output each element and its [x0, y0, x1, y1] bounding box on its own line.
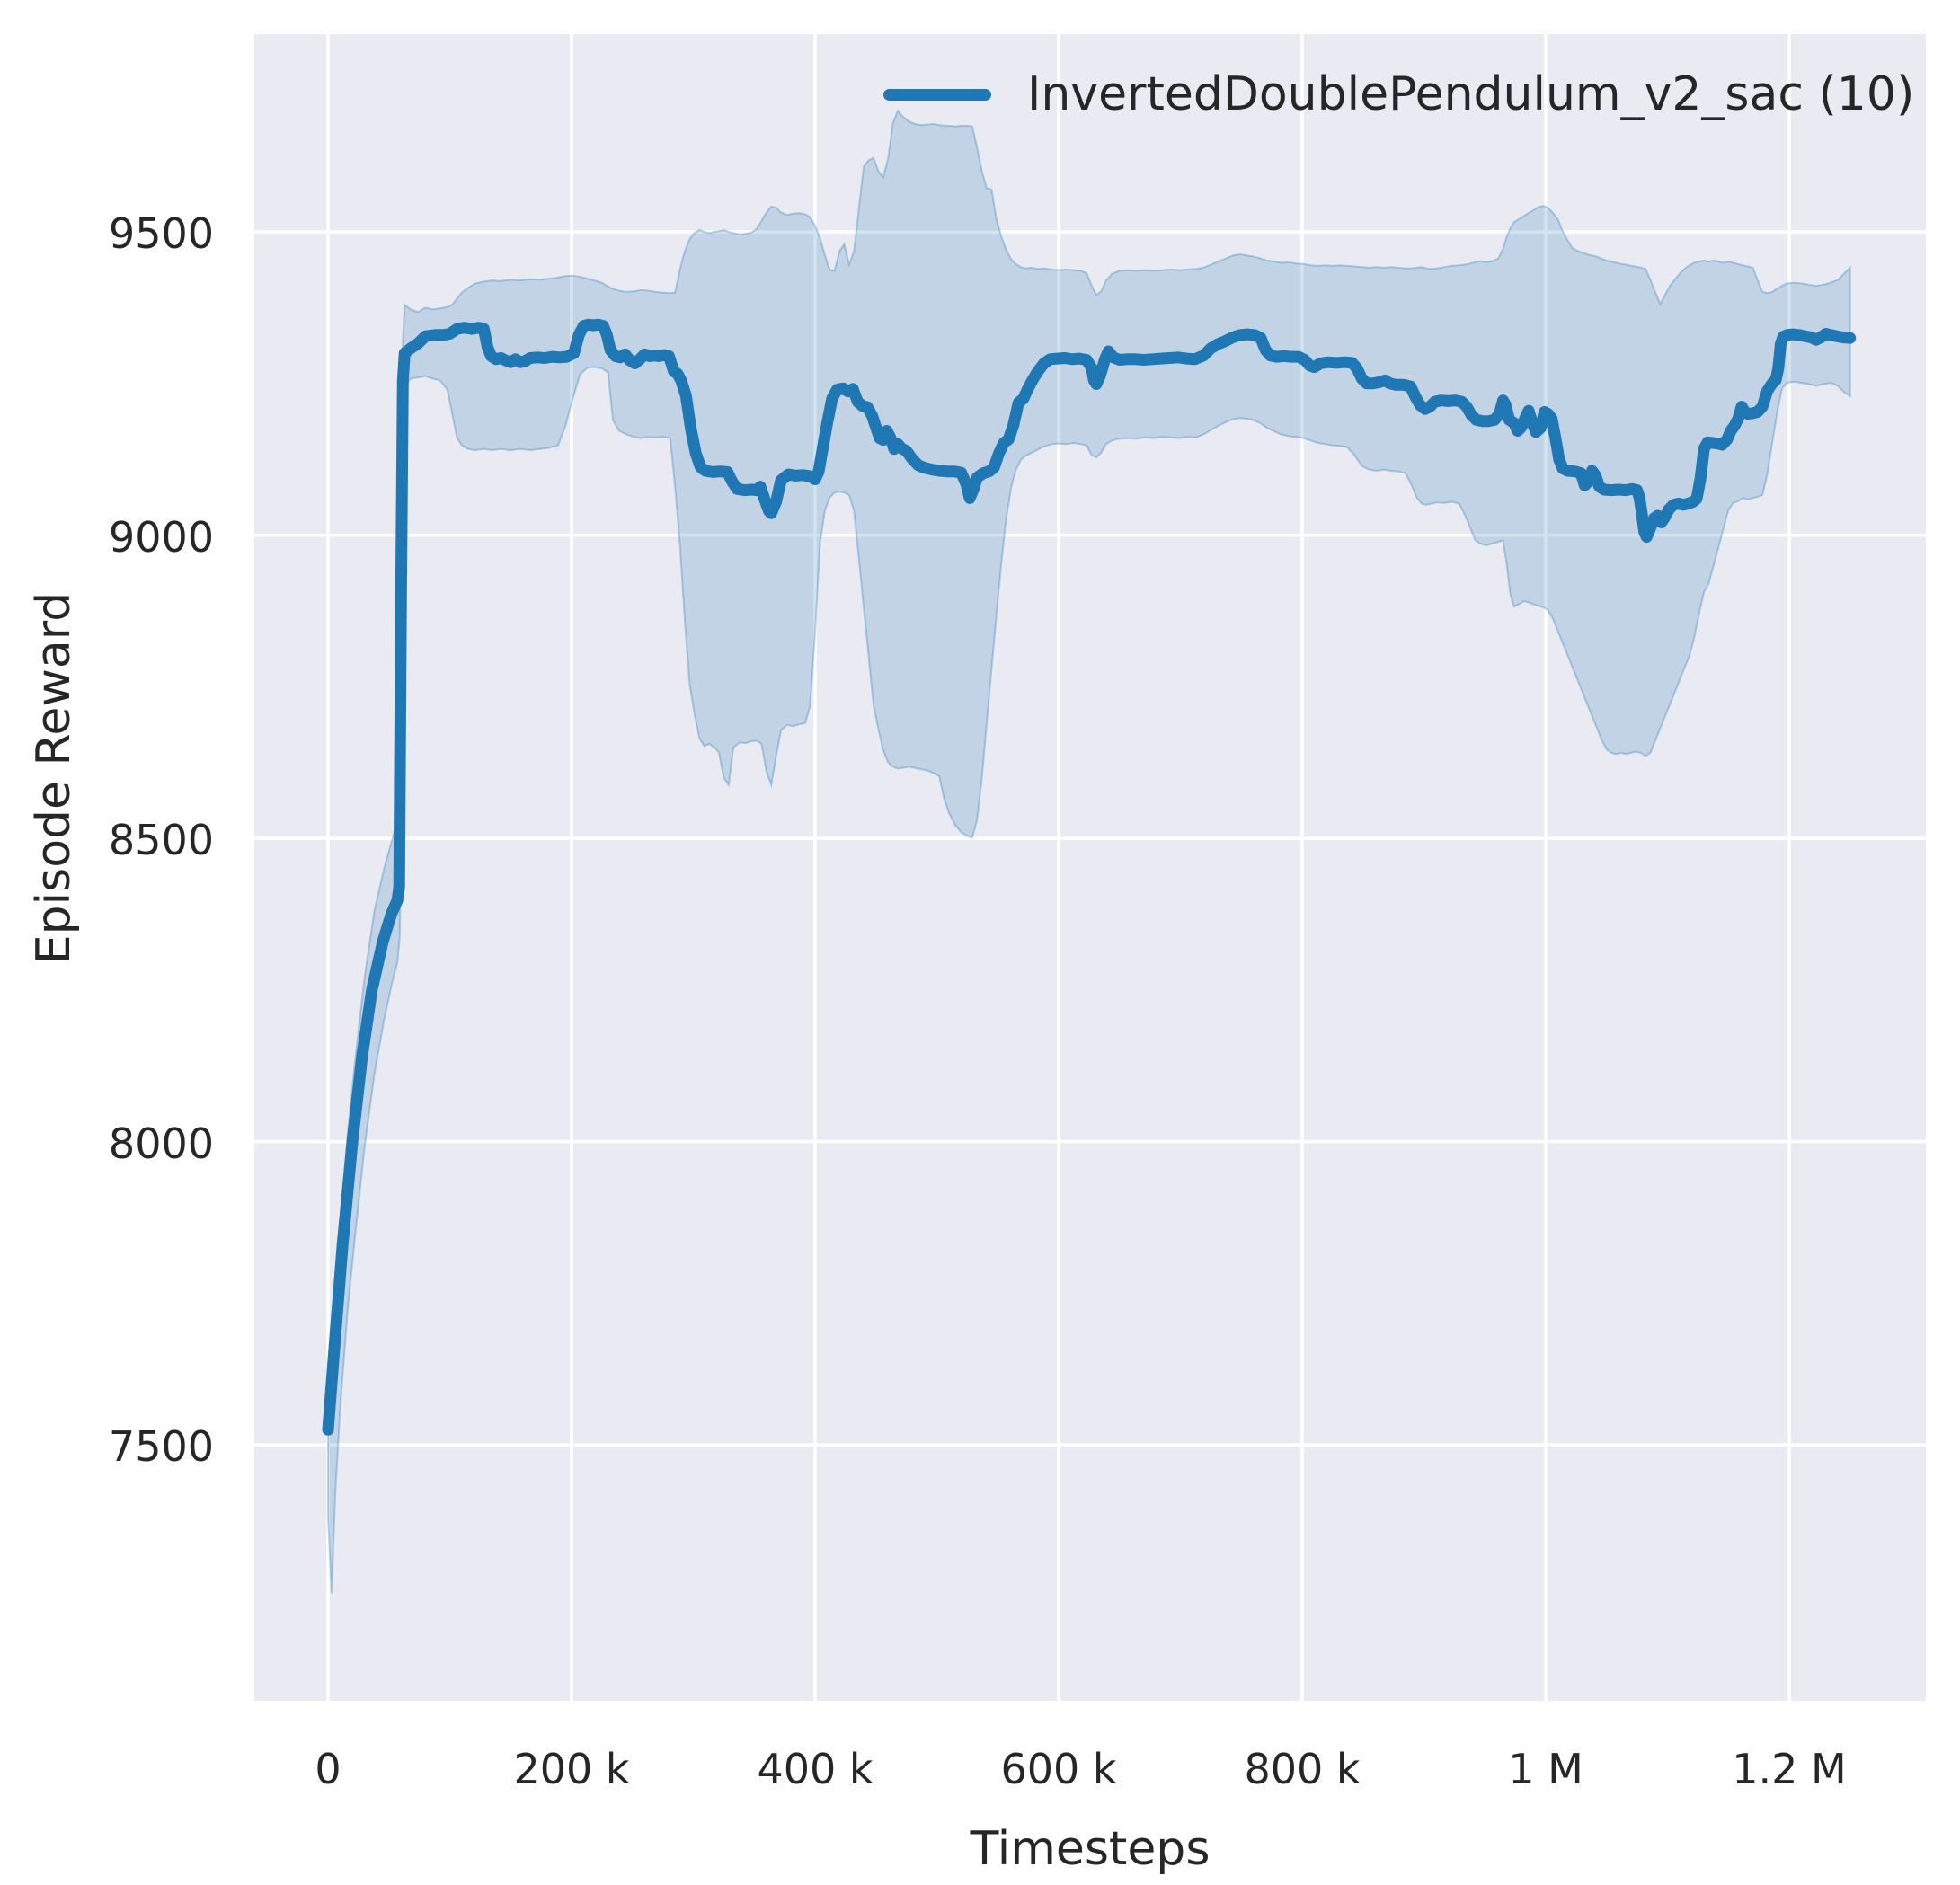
- y-tick-label: 8000: [108, 1119, 214, 1168]
- x-tick-label: 200 k: [513, 1745, 630, 1793]
- chart-svg: [254, 34, 1926, 1701]
- plot-area: InvertedDoublePendulum_v2_sac (10): [254, 34, 1926, 1701]
- y-tick-label: 7500: [108, 1422, 214, 1471]
- x-tick-label: 400 k: [757, 1745, 874, 1793]
- x-tick-label: 600 k: [1000, 1745, 1117, 1793]
- legend-line-swatch: [883, 89, 991, 102]
- x-tick-label: 1 M: [1508, 1745, 1583, 1793]
- x-tick-label: 0: [315, 1745, 341, 1793]
- y-tick-label: 8500: [108, 816, 214, 864]
- x-axis-label: Timesteps: [970, 1822, 1211, 1876]
- confidence-band: [327, 109, 1851, 1594]
- y-tick-label: 9500: [108, 209, 214, 258]
- x-tick-label: 800 k: [1244, 1745, 1361, 1793]
- legend-label: InvertedDoublePendulum_v2_sac (10): [1027, 67, 1915, 121]
- mean-line: [322, 318, 1857, 1436]
- y-axis-label: Episode Reward: [27, 591, 81, 965]
- legend: InvertedDoublePendulum_v2_sac (10): [883, 67, 1915, 122]
- y-tick-label: 9000: [108, 513, 214, 562]
- x-tick-label: 1.2 M: [1732, 1745, 1847, 1793]
